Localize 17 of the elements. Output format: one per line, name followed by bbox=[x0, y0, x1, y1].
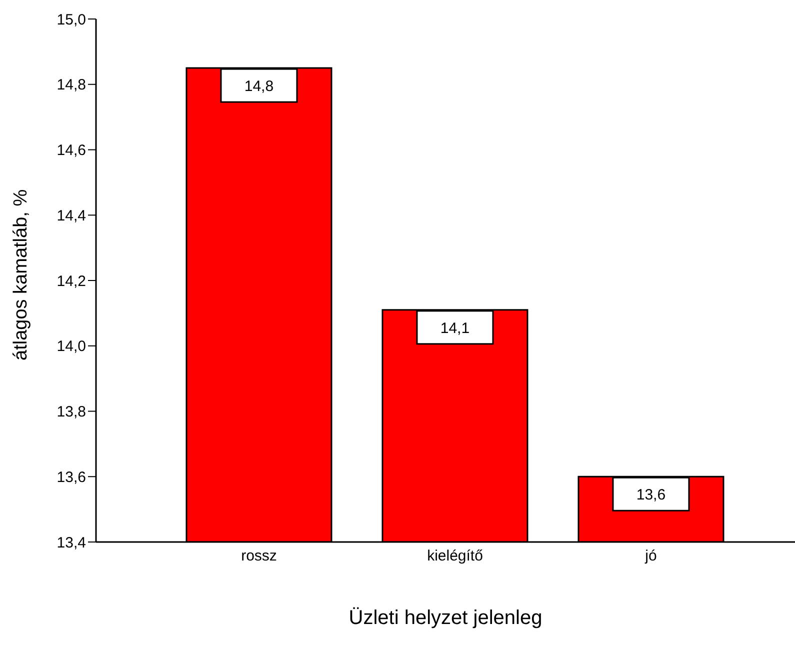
x-tick-label: kielégítő bbox=[427, 548, 483, 565]
y-axis-title: átlagos kamatláb, % bbox=[10, 189, 32, 360]
data-label: 14,1 bbox=[440, 320, 470, 337]
data-label: 14,8 bbox=[244, 78, 274, 96]
data-label: 13,6 bbox=[636, 486, 666, 504]
x-tick-label: jó bbox=[644, 548, 657, 565]
y-tick-label: 13,6 bbox=[56, 468, 86, 486]
y-tick-label: 14,4 bbox=[56, 207, 86, 224]
y-tick-label: 13,8 bbox=[56, 404, 86, 421]
x-tick-label: rossz bbox=[241, 548, 277, 565]
y-tick-label: 13,4 bbox=[56, 534, 86, 552]
x-axis-title: Üzleti helyzet jelenleg bbox=[348, 607, 542, 629]
y-tick-label: 14,2 bbox=[56, 272, 86, 290]
y-tick-label: 15,0 bbox=[56, 11, 86, 28]
y-tick-label: 14,0 bbox=[56, 338, 86, 356]
y-tick-label: 14,8 bbox=[56, 76, 86, 94]
y-tick-label: 14,6 bbox=[56, 142, 86, 160]
